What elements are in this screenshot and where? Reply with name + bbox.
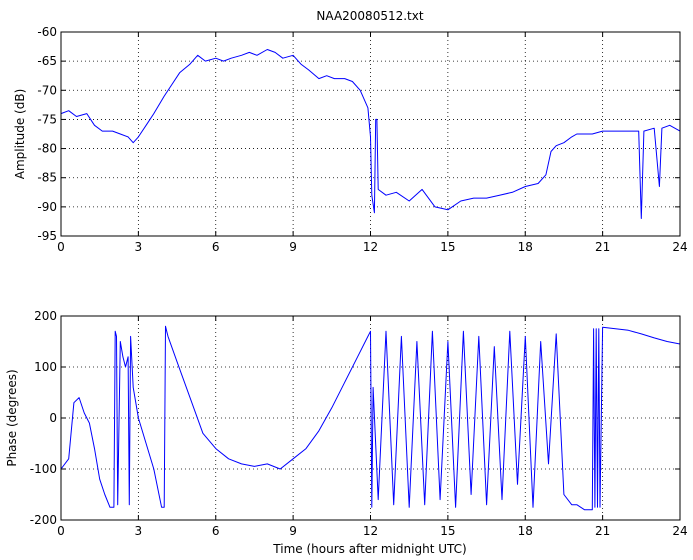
amplitude-ytick-label: -65 xyxy=(37,54,57,68)
phase-xtick-label: 12 xyxy=(363,524,378,538)
amplitude-y-axis-label: Amplitude (dB) xyxy=(13,89,27,180)
phase-axes-frame xyxy=(60,315,681,521)
phase-x-axis-label: Time (hours after midnight UTC) xyxy=(272,542,466,556)
amplitude-xtick-label: 15 xyxy=(440,240,455,254)
amplitude-xtick-label: 18 xyxy=(518,240,533,254)
amplitude-ytick-label: -85 xyxy=(37,171,57,185)
phase-xtick-label: 0 xyxy=(57,524,65,538)
amplitude-ytick-label: -75 xyxy=(37,112,57,126)
amplitude-ytick-label: -60 xyxy=(37,25,57,39)
amplitude-ytick-label: -95 xyxy=(37,229,57,243)
phase-xtick-label: 15 xyxy=(440,524,455,538)
phase-xtick-label: 3 xyxy=(135,524,143,538)
amplitude-chart-title: NAA20080512.txt xyxy=(316,9,423,23)
phase-xtick-label: 18 xyxy=(518,524,533,538)
phase-ytick-label: 100 xyxy=(34,360,57,374)
amplitude-xtick-labels: 0 3 6 9 12 15 18 21 24 xyxy=(57,240,687,254)
phase-ytick-label: 0 xyxy=(49,411,57,425)
phase-xtick-labels: 0 3 6 9 12 15 18 21 24 xyxy=(57,524,687,538)
phase-y-axis-label: Phase (degrees) xyxy=(5,369,19,466)
amplitude-ytick-label: -90 xyxy=(37,200,57,214)
amplitude-axes-frame xyxy=(60,31,681,237)
amplitude-ytick-labels: -60 -65 -70 -75 -80 -85 -90 -95 xyxy=(37,25,57,243)
phase-series-line xyxy=(60,325,681,511)
amplitude-ytick-label: -70 xyxy=(37,83,57,97)
amplitude-xtick-label: 12 xyxy=(363,240,378,254)
amplitude-xtick-label: 0 xyxy=(57,240,65,254)
phase-ytick-label: -200 xyxy=(30,513,57,527)
amplitude-chart: NAA20080512.txt 0 3 6 9 12 15 18 21 24 -60 -65 -70… xyxy=(13,9,688,254)
amplitude-ytick-label: -80 xyxy=(37,142,57,156)
phase-chart: 0 3 6 9 12 15 18 21 24 200 100 0 -100 -200 Phase (de… xyxy=(5,309,688,556)
amplitude-xtick-label: 24 xyxy=(672,240,687,254)
phase-xtick-label: 24 xyxy=(672,524,687,538)
phase-xtick-label: 9 xyxy=(289,524,297,538)
phase-ytick-label: -100 xyxy=(30,462,57,476)
amplitude-xtick-label: 21 xyxy=(595,240,610,254)
phase-ytick-label: 200 xyxy=(34,309,57,323)
amplitude-xtick-label: 9 xyxy=(289,240,297,254)
amplitude-xtick-label: 3 xyxy=(135,240,143,254)
phase-xtick-label: 6 xyxy=(212,524,220,538)
amplitude-series-line xyxy=(60,49,681,219)
amplitude-xtick-label: 6 xyxy=(212,240,220,254)
phase-xtick-label: 21 xyxy=(595,524,610,538)
phase-ytick-labels: 200 100 0 -100 -200 xyxy=(30,309,57,527)
